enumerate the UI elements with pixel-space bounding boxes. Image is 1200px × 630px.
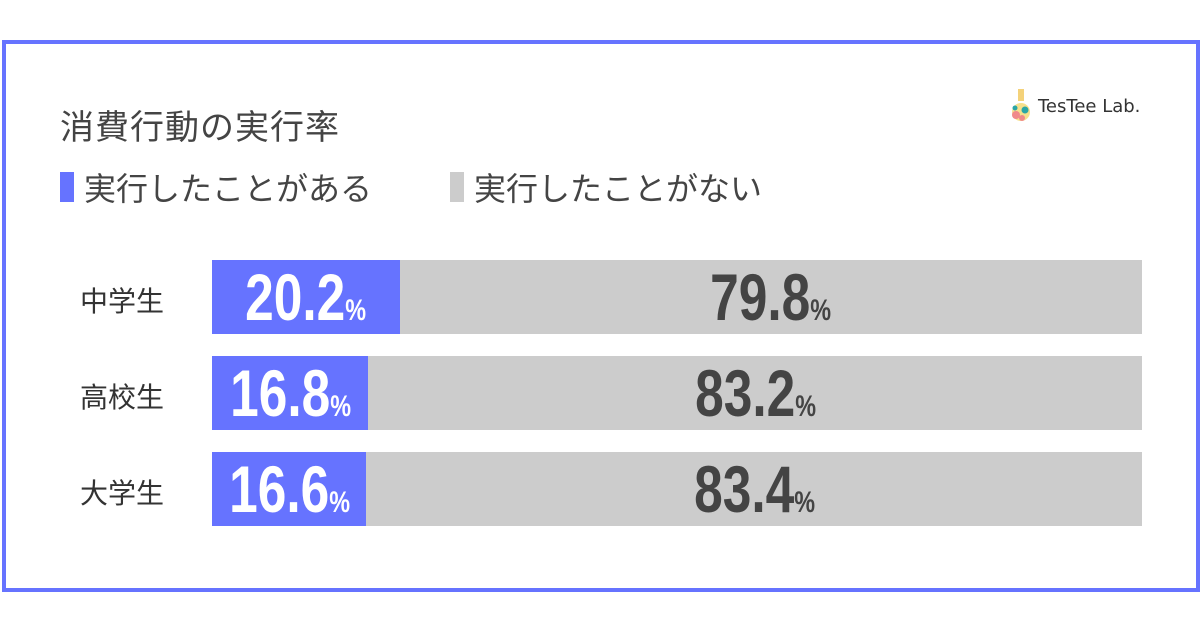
- data-label: 83.4%: [694, 451, 815, 527]
- data-value: 16.8: [229, 356, 330, 430]
- category-label: 大学生: [80, 477, 165, 510]
- data-label: 20.2%: [245, 259, 366, 335]
- data-label: 16.8%: [230, 355, 351, 431]
- flask-icon: [1012, 89, 1030, 121]
- testee-lab-logo: TesTee Lab.: [1010, 88, 1140, 124]
- percent-sign: %: [345, 294, 367, 327]
- legend-swatch: [450, 172, 464, 202]
- data-label: 79.8%: [710, 259, 831, 335]
- data-value: 16.6: [228, 452, 329, 526]
- data-value: 20.2: [245, 260, 346, 334]
- bar-segment: 79.8%: [399, 259, 1142, 335]
- category-label: 高校生: [80, 381, 165, 414]
- legend-swatch: [60, 172, 74, 202]
- data-value: 83.2: [694, 356, 795, 430]
- data-label: 83.2%: [695, 355, 816, 431]
- percent-sign: %: [328, 486, 350, 519]
- logo-text: TesTee Lab.: [1038, 95, 1141, 117]
- bar-segment: 83.4%: [366, 452, 1142, 526]
- percent-sign: %: [793, 486, 815, 519]
- bar-segment: 83.2%: [368, 356, 1142, 430]
- legend-item-done: 実行したことがある: [60, 164, 372, 210]
- percent-sign: %: [794, 390, 816, 423]
- data-value: 79.8: [710, 260, 811, 334]
- legend-label: 実行したことがない: [474, 170, 763, 208]
- data-label: 16.6%: [229, 451, 350, 527]
- percent-sign: %: [810, 294, 832, 327]
- percent-sign: %: [329, 390, 351, 423]
- category-label: 中学生: [80, 285, 165, 318]
- legend-item-not-done: 実行したことがない: [450, 164, 762, 210]
- data-value: 83.4: [693, 452, 794, 526]
- bar-segment: 16.6%: [212, 451, 367, 527]
- bar-segment: 16.8%: [212, 355, 369, 431]
- chart-title: 消費行動の実行率: [60, 108, 340, 148]
- bar-segment: 20.2%: [212, 260, 400, 334]
- legend-label: 実行したことがある: [84, 170, 373, 208]
